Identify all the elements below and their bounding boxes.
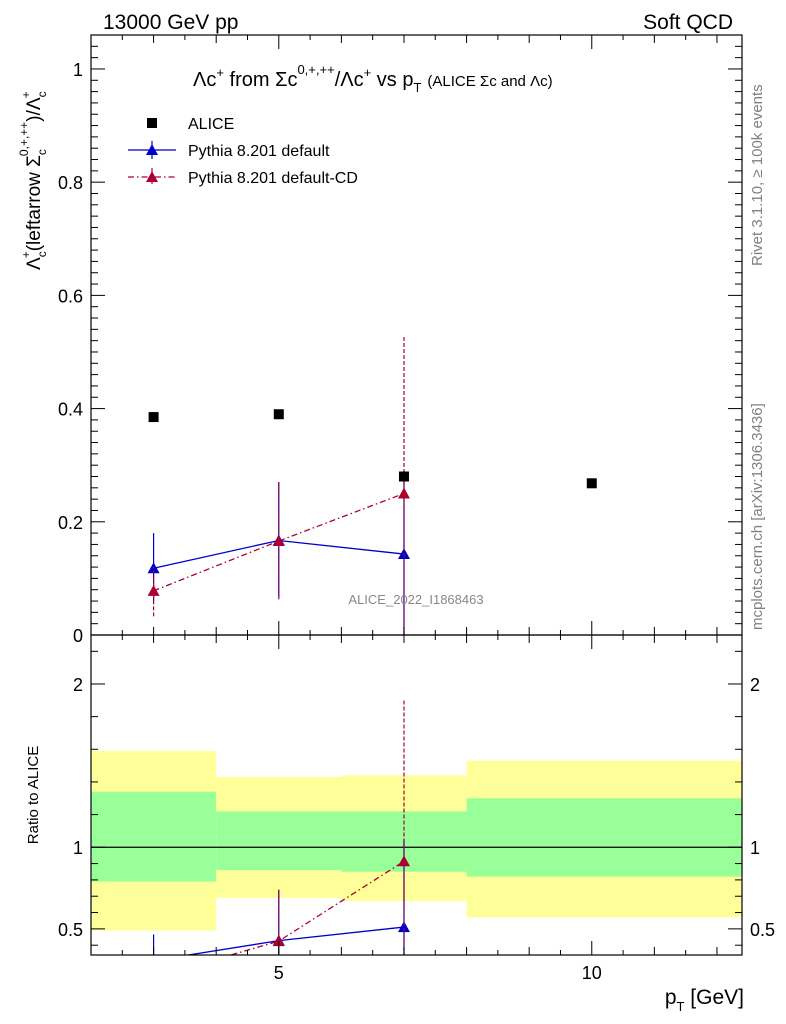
process-label: Soft QCD bbox=[643, 11, 733, 34]
ratio-pythia-8-201-default-cd-point bbox=[397, 855, 410, 867]
main-pythia-8-201-default-cd-point bbox=[272, 535, 285, 547]
main-y-tick-label: 0.2 bbox=[58, 513, 83, 533]
legend-label-pythia-cd: Pythia 8.201 default-CD bbox=[188, 170, 358, 187]
main-y-axis-label: Λc+(leftarrow Σc0,+,++)/Λc+ bbox=[17, 91, 49, 270]
legend-marker-pythia-default bbox=[146, 144, 158, 155]
mcplots-label: mcplots.cern.ch [arXiv:1306.3436] bbox=[749, 403, 766, 630]
main-pythia-8-201-default-cd-point bbox=[397, 487, 410, 499]
rivet-label: Rivet 3.1.10, ≥ 100k events bbox=[749, 84, 766, 266]
legend-label-alice: ALICE bbox=[188, 116, 234, 133]
ratio-y-tick-label-right: 2 bbox=[750, 675, 760, 695]
chart-title: Λc+ from Σc0,+,++/Λc+ vs pT (ALICE Σc and… bbox=[193, 62, 553, 95]
ratio-frame bbox=[90, 634, 743, 956]
energy-label: 13000 GeV pp bbox=[103, 11, 238, 34]
main-y-tick-label: 0.4 bbox=[58, 400, 83, 420]
ratio-panel: 0.5 0.5 1 1 2 2 5 10 bbox=[58, 634, 775, 983]
legend: ALICE Pythia 8.201 default Pythia 8.201 … bbox=[128, 116, 358, 187]
ratio-y-tick-label: 1 bbox=[73, 838, 83, 858]
x-tick-label: 5 bbox=[274, 963, 284, 983]
main-alice-point bbox=[398, 471, 409, 482]
main-y-tick-label: 0.8 bbox=[58, 173, 83, 193]
ratio-pythia-8-201-default-point bbox=[397, 921, 410, 933]
ratio-band-inner bbox=[216, 811, 342, 871]
legend-marker-pythia-cd bbox=[146, 171, 158, 182]
ratio-y-axis-label: Ratio to ALICE bbox=[25, 746, 42, 844]
main-pythia-8-201-default-cd-point bbox=[147, 584, 160, 596]
x-tick-label: 10 bbox=[582, 963, 602, 983]
legend-marker-alice bbox=[147, 118, 157, 128]
ratio-band-inner bbox=[91, 791, 217, 882]
main-pythia-8-201-default-cd-line bbox=[153, 492, 405, 592]
main-y-tick-label: 1 bbox=[73, 60, 83, 80]
ratio-y-tick-label-right: 0.5 bbox=[750, 920, 775, 940]
main-alice-point bbox=[148, 412, 159, 423]
main-alice-point bbox=[273, 409, 284, 420]
ratio-band-inner bbox=[466, 798, 742, 877]
ratio-y-tick-label: 0.5 bbox=[58, 920, 83, 940]
ratio-pythia-8-201-default-cd-point bbox=[272, 935, 285, 947]
legend-label-pythia-default: Pythia 8.201 default bbox=[188, 143, 330, 160]
x-axis-label: pT [GeV] bbox=[665, 986, 744, 1014]
main-panel: 0 0.2 0.4 0.6 0.8 1 bbox=[58, 34, 743, 646]
main-y-tick-label: 0.6 bbox=[58, 286, 83, 306]
main-y-tick-label: 0 bbox=[73, 626, 83, 646]
main-axis-ticks: 0 0.2 0.4 0.6 0.8 1 bbox=[58, 35, 742, 646]
ratio-y-tick-label: 2 bbox=[73, 675, 83, 695]
analysis-watermark: ALICE_2022_I1868463 bbox=[348, 592, 483, 607]
ratio-axis-ticks: 0.5 0.5 1 1 2 2 5 10 bbox=[58, 635, 775, 983]
ratio-pythia-8-201-default-cd-point bbox=[148, 971, 160, 982]
ratio-y-tick-label-right: 1 bbox=[750, 838, 760, 858]
ratio-pythia-8-201-default-point bbox=[153, 954, 154, 955]
main-alice-point bbox=[586, 478, 597, 489]
